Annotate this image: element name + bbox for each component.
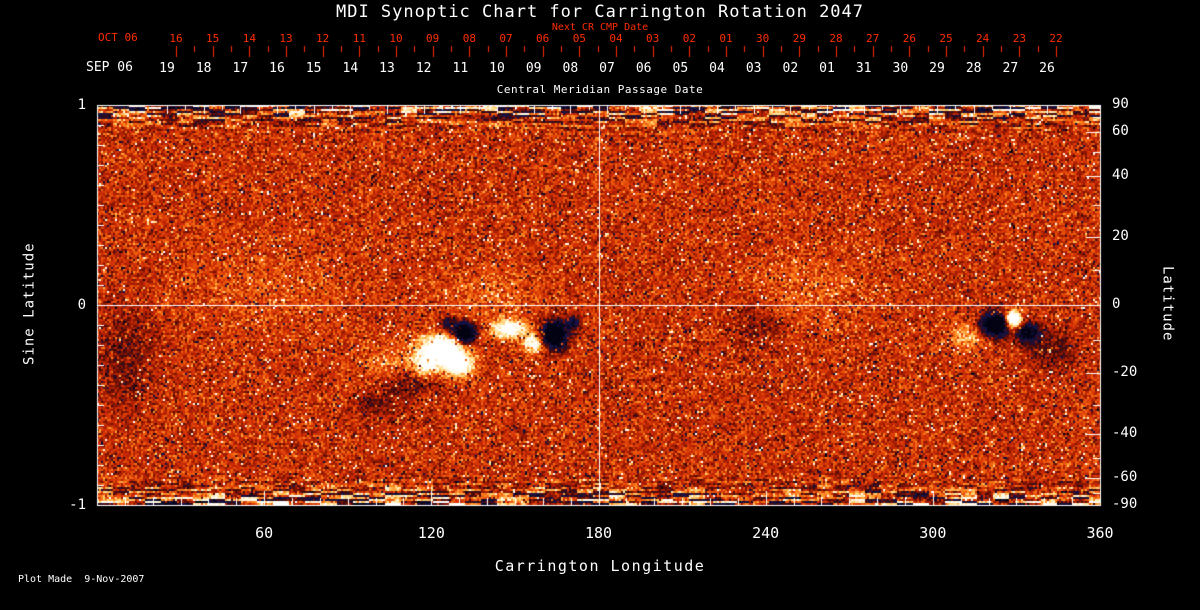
bottom-axis-title: Carrington Longitude bbox=[494, 557, 706, 575]
right-axis-tick-label: -20 bbox=[1112, 364, 1138, 381]
top-axis-sep-tick: 16 bbox=[269, 61, 285, 76]
top-axis-sep-tick: 09 bbox=[525, 61, 542, 76]
top-axis-oct-tick: 11 bbox=[352, 32, 366, 45]
cmp-axis-title: Central Meridian Passage Date bbox=[496, 83, 704, 96]
top-axis-oct-tick: 08 bbox=[462, 32, 476, 45]
top-axis-sep-tick: 19 bbox=[159, 61, 175, 76]
chart-title: MDI Synoptic Chart for Carrington Rotati… bbox=[335, 2, 865, 22]
top-axis-sep-tick: 17 bbox=[232, 61, 249, 76]
top-axis-oct-tick: 10 bbox=[389, 32, 403, 45]
top-axis-oct-tick: 06 bbox=[536, 32, 550, 45]
right-axis-tick-label: 60 bbox=[1112, 122, 1129, 139]
left-axis-tick-label: 1 bbox=[77, 97, 86, 113]
top-axis-sep-tick: 06 bbox=[635, 61, 652, 76]
top-axis-sep-tick: 10 bbox=[489, 61, 505, 76]
plot-made-note: Plot Made 9-Nov-2007 bbox=[18, 574, 145, 585]
top-axis-sep-tick: 29 bbox=[929, 61, 945, 76]
right-axis-tick-label: -40 bbox=[1112, 424, 1138, 441]
top-axis-oct-tick: 15 bbox=[206, 32, 220, 45]
top-axis-sep-tick: 31 bbox=[855, 61, 872, 76]
bottom-axis-tick-label: 300 bbox=[919, 524, 947, 542]
top-axis-oct-tick: 22 bbox=[1049, 32, 1063, 45]
top-axis-sep-tick: 02 bbox=[782, 61, 799, 76]
left-axis-tick-label: 0 bbox=[77, 297, 86, 313]
next-cr-cmp-date-label: Next CR CMP Date bbox=[551, 22, 649, 33]
sep-month-label: SEP 06 bbox=[86, 60, 133, 75]
top-axis-oct-tick: 29 bbox=[792, 32, 806, 45]
top-axis-oct-tick: 05 bbox=[572, 32, 586, 45]
bottom-axis-tick-label: 180 bbox=[584, 524, 613, 542]
top-axis-sep-tick: 13 bbox=[379, 61, 395, 76]
top-axis-sep-tick: 11 bbox=[452, 61, 469, 76]
top-axis-sep-tick: 07 bbox=[599, 61, 615, 76]
top-axis-oct-tick: 02 bbox=[682, 32, 696, 45]
right-axis-tick-label: -90 bbox=[1112, 496, 1138, 512]
top-axis-oct-tick: 25 bbox=[939, 32, 953, 45]
top-axis-sep-tick: 01 bbox=[819, 61, 835, 76]
top-axis-sep-tick: 26 bbox=[1039, 61, 1055, 76]
top-axis-sep-tick: 28 bbox=[965, 61, 982, 76]
top-axis-sep-tick: 15 bbox=[305, 61, 322, 76]
left-axis-title: Sine Latitude bbox=[21, 242, 38, 365]
top-axis-oct-tick: 28 bbox=[829, 32, 843, 45]
right-axis-title: Latitude bbox=[1159, 265, 1176, 342]
top-axis-sep-tick: 14 bbox=[342, 61, 359, 76]
left-axis-tick-label: -1 bbox=[69, 497, 86, 513]
top-axis-oct-tick: 16 bbox=[169, 32, 183, 45]
top-axis-oct-tick: 24 bbox=[976, 32, 990, 45]
top-axis-oct-tick: 01 bbox=[719, 32, 733, 45]
top-axis-sep-tick: 03 bbox=[745, 61, 762, 76]
bottom-axis-tick-label: 360 bbox=[1086, 524, 1114, 542]
top-axis-sep-tick: 30 bbox=[892, 61, 909, 76]
top-axis-sep-tick: 08 bbox=[562, 61, 579, 76]
bottom-axis-tick-label: 120 bbox=[417, 524, 445, 542]
oct-month-label: OCT 06 bbox=[98, 31, 138, 44]
top-axis-oct-tick: 07 bbox=[499, 32, 513, 45]
top-axis-sep-tick: 05 bbox=[672, 61, 689, 76]
bottom-axis-tick-label: 240 bbox=[752, 524, 780, 542]
top-axis-sep-tick: 12 bbox=[415, 61, 432, 76]
right-axis-tick-label: 20 bbox=[1112, 227, 1129, 244]
bottom-axis-tick-label: 60 bbox=[255, 524, 274, 542]
top-axis-oct-tick: 27 bbox=[866, 32, 880, 45]
top-axis-oct-tick: 14 bbox=[242, 32, 256, 45]
top-axis-oct-tick: 23 bbox=[1012, 32, 1026, 45]
top-axis-oct-tick: 04 bbox=[609, 32, 623, 45]
right-axis-tick-label: 0 bbox=[1112, 296, 1121, 312]
top-axis-oct-tick: 26 bbox=[902, 32, 916, 45]
right-axis-tick-label: 90 bbox=[1112, 96, 1129, 112]
top-axis-oct-tick: 13 bbox=[279, 32, 293, 45]
right-axis-tick-label: -60 bbox=[1112, 469, 1138, 486]
top-axis-sep-tick: 18 bbox=[195, 61, 212, 76]
top-axis-oct-tick: 12 bbox=[316, 32, 330, 45]
top-axis-oct-tick: 30 bbox=[756, 32, 770, 45]
top-axis-sep-tick: 04 bbox=[709, 61, 725, 76]
right-axis-tick-label: 40 bbox=[1112, 167, 1129, 184]
top-axis-oct-tick: 09 bbox=[426, 32, 440, 45]
top-axis-oct-tick: 03 bbox=[646, 32, 660, 45]
top-axis-sep-tick: 27 bbox=[1002, 61, 1019, 76]
